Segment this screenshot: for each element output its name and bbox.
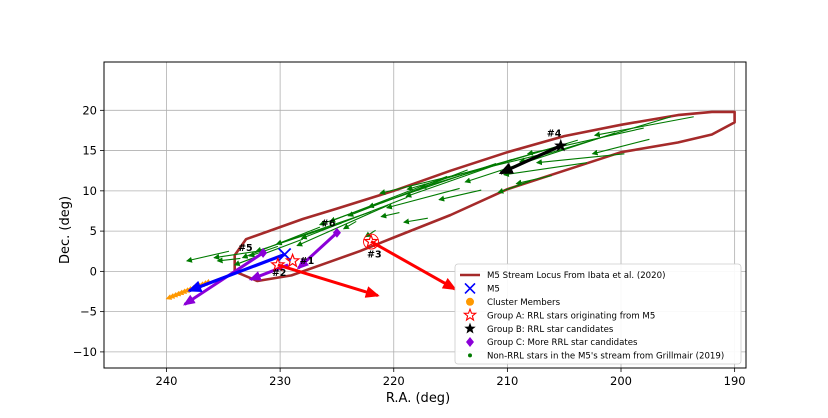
star-id-label: #1 [300,256,315,267]
y-tick-label: 5 [90,224,97,238]
y-axis-label: Dec. (deg) [58,196,73,264]
group-a-ring [363,233,379,250]
legend-entry-label: M5 [487,285,500,295]
star-id-label: #3 [367,250,382,261]
non-rrl-vector [342,220,357,230]
x-tick-label: 190 [724,374,746,388]
legend-star-swatch [464,322,476,334]
group-c-vector [296,231,338,270]
y-tick-label: 10 [82,184,97,198]
non-rrl-vector [296,204,389,247]
star-id-label: #5 [238,243,253,254]
legend-open-star-swatch [462,307,478,322]
vector-layer [165,116,694,306]
star-id-label: #6 [321,219,336,230]
non-rrl-vector [591,138,650,156]
stream-locus-line [233,110,736,283]
group-a-star-marker [270,256,286,272]
legend-box [454,263,742,365]
group-a-star-marker [284,252,301,268]
y-tick-label: 15 [82,144,97,158]
non-rrl-vector [380,212,400,219]
legend-entry-label: Group A: RRL stars originating from M5 [487,311,655,321]
non-rrl-vector [216,257,241,264]
star-id-label: #4 [547,129,562,140]
non-rrl-vector [497,180,531,194]
non-rrl-vector [526,127,644,156]
group-c-diamond-marker [259,247,268,258]
locus-layer [233,110,736,283]
non-rrl-vector [185,250,230,263]
x-tick-label: 200 [610,374,632,388]
legend-entry-label: Non-RRL stars in the M5's stream from Gr… [487,352,724,362]
x-tick-label: 240 [156,374,178,388]
legend-dot-swatch [468,353,472,358]
legend-x-swatch [464,282,476,294]
legend-entry-label: Group B: RRL star candidates [487,325,614,335]
legend-diamond-swatch [466,337,474,347]
plot-frame [103,61,747,369]
group-b-star-marker [554,138,568,152]
non-rrl-vector [385,187,460,210]
y-tick-label: 0 [90,264,97,278]
legend: M5 Stream Locus From Ibata et al. (2020)… [454,263,742,365]
non-rrl-vector [255,222,342,253]
marker-layer: #1 #2 #3 #4 #5 #6 [238,129,568,279]
non-rrl-vector [438,189,482,202]
group-c-diamond-marker [332,227,341,238]
x-tick-label: 210 [496,374,518,388]
x-axis-label: R.A. (deg) [386,391,450,406]
y-tick-label: 20 [82,103,97,117]
group-a-star-marker [363,233,379,249]
non-rrl-vector [233,238,304,266]
m5-vector [187,252,286,293]
group-a-vector [277,263,380,298]
non-rrl-vector [502,162,587,177]
y-tick-label: −5 [80,305,97,319]
x-tick-label: 220 [383,374,405,388]
non-rrl-vector [593,116,694,138]
non-rrl-vector [515,175,552,186]
legend-entry-label: M5 Stream Locus From Ibata et al. (2020) [487,271,665,281]
group-b-vector [498,144,562,175]
non-rrl-vector [402,217,428,225]
legend-entry-label: Cluster Members [487,298,561,308]
non-rrl-vector [535,153,625,166]
star-id-label: #2 [272,268,287,279]
legend-circle-swatch [466,297,474,306]
group-a-vector [370,240,457,291]
y-tick-label: −10 [73,345,97,359]
x-tick-label: 230 [269,374,291,388]
legend-entry-label: Group C: More RRL star candidates [487,338,638,348]
